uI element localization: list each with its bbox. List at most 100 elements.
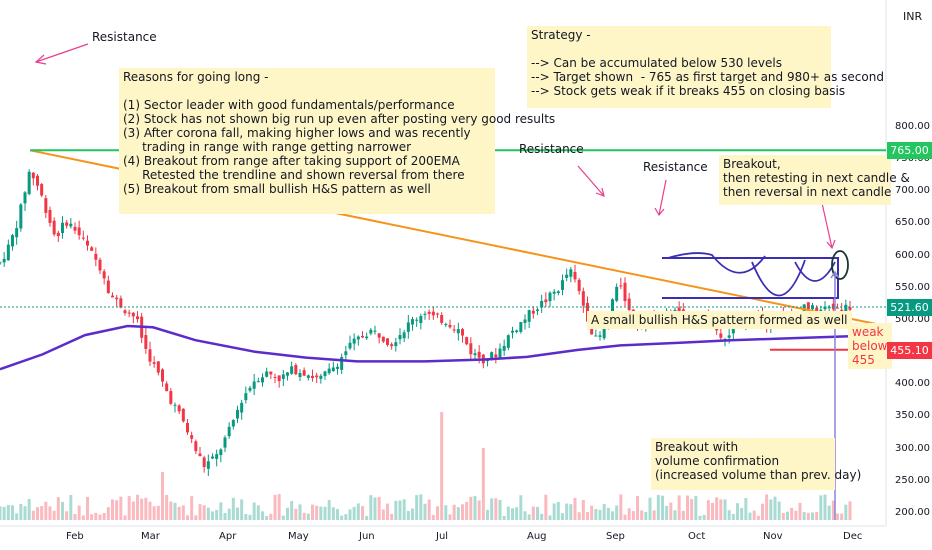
breakout-note: Breakout, then retesting in next candle … <box>719 155 910 205</box>
candle-body <box>569 269 573 277</box>
candle-body <box>411 319 414 325</box>
candle-body <box>540 300 544 308</box>
weak-below-note: weak below 455 <box>848 323 892 369</box>
arrow-resistance-sep <box>654 179 667 217</box>
volume-bar <box>86 496 89 520</box>
candle-body <box>102 271 106 279</box>
volume-bar <box>615 505 619 520</box>
volume-bar <box>723 499 727 520</box>
volume-bar <box>811 512 814 520</box>
volume-bar <box>511 508 514 520</box>
candle-body <box>594 335 598 337</box>
volume-bar <box>777 501 781 520</box>
volume-bar <box>756 515 760 520</box>
volume-bar <box>281 515 285 520</box>
candle-body <box>86 240 89 246</box>
volume-bar <box>190 496 194 520</box>
candle-body <box>106 280 110 294</box>
volume-bar <box>598 509 602 520</box>
candle-body <box>415 319 419 321</box>
volume-bar <box>827 505 831 520</box>
volume-bar <box>302 512 306 520</box>
candle-body <box>311 375 314 379</box>
volume-bar <box>140 498 144 520</box>
candle-body <box>615 286 619 301</box>
candle-body <box>731 328 735 334</box>
volume-bar <box>98 514 102 520</box>
volume-bar <box>790 507 794 520</box>
candle-body <box>27 171 31 195</box>
volume-bar <box>331 507 335 520</box>
volume-bar <box>165 494 169 520</box>
volume-bar <box>631 511 635 520</box>
candle-body <box>456 329 460 334</box>
month-tick: May <box>288 531 309 542</box>
volume-bar <box>90 514 94 520</box>
candle-body <box>286 372 289 376</box>
candle-body <box>577 279 581 292</box>
price-tick: 650.00 <box>895 217 930 229</box>
month-tick: Mar <box>141 531 160 542</box>
candle-body <box>198 453 202 457</box>
volume-bar <box>465 501 469 520</box>
arrow-volume <box>830 270 840 279</box>
volume-bar <box>386 503 389 520</box>
volume-bar <box>577 512 581 520</box>
volume-bar <box>402 499 406 520</box>
candle-body <box>419 316 423 324</box>
volume-bar <box>769 499 773 520</box>
candle-body <box>44 198 48 213</box>
candle-body <box>611 299 614 317</box>
volume-bar <box>161 472 164 520</box>
price-tick: 550.00 <box>895 281 930 293</box>
volume-bar <box>765 494 769 520</box>
candle-body <box>623 282 627 302</box>
volume-bar <box>686 495 689 520</box>
volume-bar <box>461 504 464 520</box>
candle-body <box>231 420 235 427</box>
candle-body <box>152 362 156 364</box>
candle-body <box>111 295 114 298</box>
candle-body <box>144 335 148 349</box>
volume-bar <box>844 504 848 520</box>
candle-body <box>61 222 64 234</box>
volume-bar <box>6 505 10 520</box>
volume-note: Breakout with volume confirmation (incre… <box>651 438 861 490</box>
candle-body <box>36 175 39 186</box>
volume-bar <box>298 504 302 520</box>
candle-body <box>465 337 469 345</box>
price-tag: 521.60 <box>887 298 932 316</box>
volume-bar <box>761 503 764 520</box>
volume-bar <box>673 510 677 520</box>
volume-bar <box>594 509 598 520</box>
candle-body <box>277 375 281 382</box>
volume-bar <box>411 508 414 520</box>
volume-bar <box>2 506 6 520</box>
volume-bar <box>544 494 548 520</box>
volume-bar <box>611 511 614 520</box>
candle-body <box>444 323 448 326</box>
volume-bar <box>619 494 623 520</box>
volume-bar <box>781 513 785 520</box>
volume-bar <box>748 512 752 520</box>
volume-bar <box>506 506 510 520</box>
candle-body <box>473 353 477 356</box>
candle-body <box>365 336 369 339</box>
volume-bar <box>144 497 148 520</box>
volume-bar <box>736 503 739 520</box>
candle-body <box>252 381 256 389</box>
candle-body <box>131 312 135 317</box>
candle-body <box>548 292 552 302</box>
candle-body <box>23 192 27 204</box>
candle-body <box>515 330 519 333</box>
volume-bar <box>352 506 356 520</box>
volume-bar <box>381 509 385 520</box>
volume-bar <box>531 506 535 520</box>
candle-body <box>602 328 606 339</box>
candle-body <box>48 209 52 223</box>
candle-body <box>148 349 152 362</box>
volume-bar <box>323 506 327 520</box>
volume-bar <box>377 496 381 520</box>
candle-body <box>427 311 431 314</box>
